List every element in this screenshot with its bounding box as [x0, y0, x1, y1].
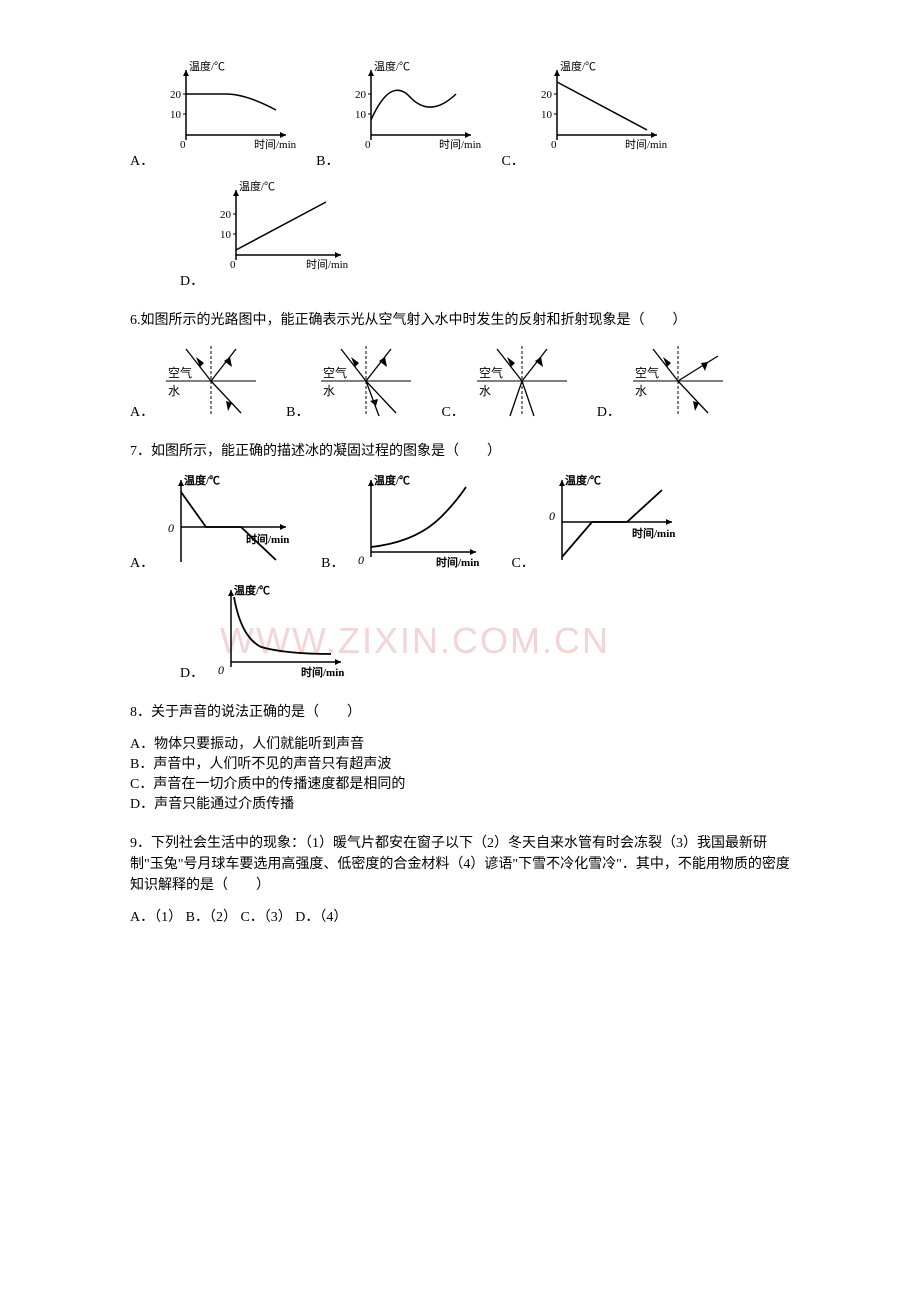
q5-graph-c: 温度/℃ 时间/min 20 10 0: [527, 60, 667, 170]
q5-label-b: B．: [316, 150, 339, 170]
q6-option-c: C． 空气 水: [441, 341, 576, 421]
q5-graph-d: 温度/℃ 时间/min 20 10 0: [206, 180, 356, 290]
q6-diagram-b: 空气 水: [311, 341, 421, 421]
q5-options-row2: D． 温度/℃ 时间/min 20 10 0: [130, 180, 790, 290]
q7-label-b: B．: [321, 552, 344, 572]
svg-text:0: 0: [358, 553, 364, 567]
svg-text:空气: 空气: [635, 365, 659, 380]
svg-text:20: 20: [355, 89, 367, 101]
q9-options: A．（1） B．（2） C．（3） D．（4）: [130, 906, 790, 926]
q7-graph-d: 温度/℃ 时间/min 0: [206, 582, 356, 682]
q6-label-d: D．: [597, 401, 621, 421]
q7-option-d: D． 温度/℃ 时间/min 0: [180, 582, 356, 682]
q6-label-a: A．: [130, 401, 154, 421]
svg-text:0: 0: [549, 509, 555, 523]
svg-text:水: 水: [479, 384, 491, 398]
q8-option-b: B．声音中，人们听不见的声音只有超声波: [130, 753, 790, 773]
q6-option-a: A． 空气 水: [130, 341, 266, 421]
svg-text:20: 20: [220, 209, 232, 221]
svg-text:温度/℃: 温度/℃: [239, 180, 275, 193]
q7-options-row2: D． 温度/℃ 时间/min 0: [130, 582, 790, 682]
q7-label-a: A．: [130, 552, 154, 572]
svg-text:10: 10: [355, 109, 367, 121]
q8-option-d: D．声音只能通过介质传播: [130, 793, 790, 813]
q5-graph-b: 温度/℃ 时间/min 20 10 0: [341, 60, 481, 170]
q7-graph-b: 温度/℃ 时间/min 0: [346, 472, 491, 572]
q7-graph-a: 温度/℃ 时间/min 0: [156, 472, 301, 572]
svg-text:时间/min: 时间/min: [436, 555, 479, 569]
svg-text:时间/min: 时间/min: [625, 138, 667, 151]
q8-option-a: A．物体只要振动，人们就能听到声音: [130, 733, 790, 753]
svg-text:温度/℃: 温度/℃: [189, 60, 225, 73]
svg-text:温度/℃: 温度/℃: [565, 473, 601, 487]
svg-text:温度/℃: 温度/℃: [560, 60, 596, 73]
q7-text: 7．如图所示，能正确的描述冰的凝固过程的图象是（ ）: [130, 441, 790, 462]
svg-text:10: 10: [541, 109, 553, 121]
q5-graph-a: 温度/℃ 时间/min 20 10 0: [156, 60, 296, 170]
svg-text:温度/℃: 温度/℃: [234, 583, 270, 597]
svg-text:水: 水: [635, 384, 647, 398]
q7-option-a: A． 温度/℃ 时间/min 0: [130, 472, 301, 572]
q6-label-b: B．: [286, 401, 309, 421]
q7-option-b: B． 温度/℃ 时间/min 0: [321, 472, 491, 572]
q6-label-c: C．: [441, 401, 464, 421]
q9-text: 9．下列社会生活中的现象：（1）暖气片都安在窗子以下（2）冬天自来水管有时会冻裂…: [130, 833, 790, 896]
q5-label-a: A．: [130, 150, 154, 170]
svg-text:0: 0: [168, 521, 174, 535]
svg-text:时间/min: 时间/min: [632, 526, 675, 540]
svg-text:时间/min: 时间/min: [306, 258, 349, 271]
q7-label-d: D．: [180, 662, 204, 682]
svg-text:空气: 空气: [168, 365, 192, 380]
q5-option-a: A． 温度/℃ 时间/min 20 10 0: [130, 60, 296, 170]
q6-option-b: B． 空气 水: [286, 341, 421, 421]
q8-text: 8．关于声音的说法正确的是（ ）: [130, 702, 790, 723]
q5-option-b: B． 温度/℃ 时间/min 20 10 0: [316, 60, 481, 170]
q7-options-row1: A． 温度/℃ 时间/min 0 B． 温度/℃ 时间/min 0: [130, 472, 790, 572]
q5-option-c: C． 温度/℃ 时间/min 20 10 0: [501, 60, 666, 170]
q6-option-d: D． 空气 水: [597, 341, 733, 421]
q7-option-c: C． 温度/℃ 时间/min 0: [511, 472, 686, 572]
svg-text:0: 0: [365, 139, 371, 151]
svg-text:温度/℃: 温度/℃: [184, 473, 220, 487]
svg-text:20: 20: [170, 89, 182, 101]
q6-options: A． 空气 水 B． 空气 水: [130, 341, 790, 421]
q5-options-row1: A． 温度/℃ 时间/min 20 10 0 B．: [130, 60, 790, 170]
q5-label-d: D．: [180, 270, 204, 290]
svg-text:10: 10: [170, 109, 182, 121]
q5-label-c: C．: [501, 150, 524, 170]
svg-text:时间/min: 时间/min: [301, 665, 344, 679]
q6-text: 6.如图所示的光路图中，能正确表示光从空气射入水中时发生的反射和折射现象是（ ）: [130, 310, 790, 331]
svg-text:10: 10: [220, 229, 232, 241]
svg-text:0: 0: [180, 139, 186, 151]
q8-option-c: C．声音在一切介质中的传播速度都是相同的: [130, 773, 790, 793]
q6-diagram-c: 空气 水: [467, 341, 577, 421]
svg-text:20: 20: [541, 89, 553, 101]
svg-text:0: 0: [230, 259, 236, 271]
svg-text:时间/min: 时间/min: [254, 138, 296, 151]
svg-text:时间/min: 时间/min: [439, 138, 481, 151]
svg-text:0: 0: [218, 663, 224, 677]
q7-label-c: C．: [511, 552, 534, 572]
q7-graph-c: 温度/℃ 时间/min 0: [537, 472, 687, 572]
svg-text:水: 水: [323, 384, 335, 398]
svg-text:空气: 空气: [479, 365, 503, 380]
q5-option-d: D． 温度/℃ 时间/min 20 10 0: [180, 180, 356, 290]
svg-text:温度/℃: 温度/℃: [374, 473, 410, 487]
svg-text:水: 水: [168, 384, 180, 398]
svg-text:空气: 空气: [323, 365, 347, 380]
q6-diagram-a: 空气 水: [156, 341, 266, 421]
svg-text:0: 0: [551, 139, 557, 151]
q6-diagram-d: 空气 水: [623, 341, 733, 421]
svg-text:温度/℃: 温度/℃: [374, 60, 410, 73]
